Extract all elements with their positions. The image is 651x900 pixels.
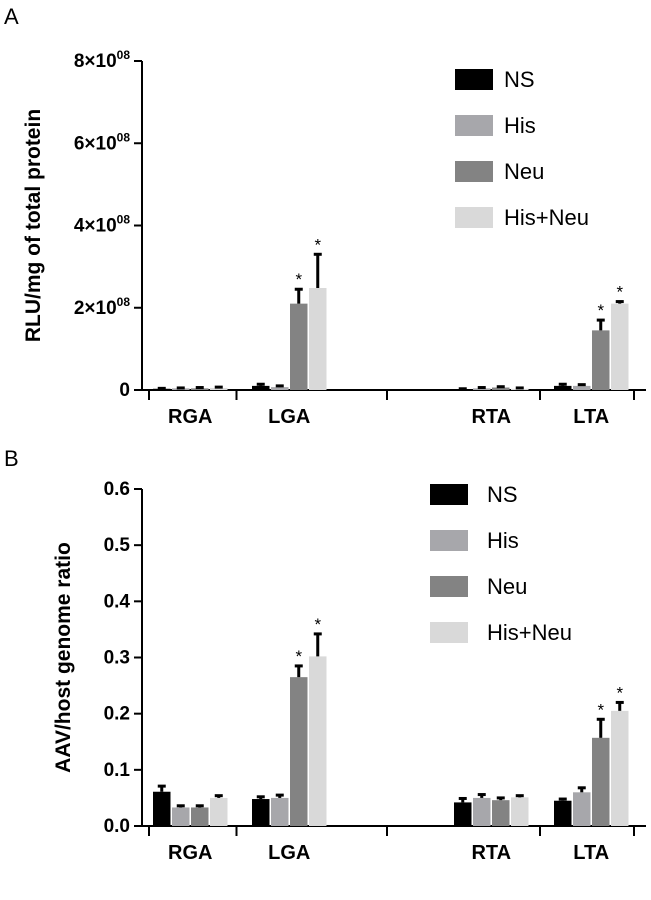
y-tick-label: 4×1008 xyxy=(74,213,130,237)
legend-label: His xyxy=(504,113,536,138)
significance-asterisk: * xyxy=(295,270,302,289)
legend-label: Neu xyxy=(504,159,544,184)
chart-b: 0.0 0.1 0.2 0.3 0.4 0.5 0.6 AAV/host genome rat… xyxy=(52,479,646,864)
significance-asterisk: * xyxy=(314,235,321,254)
bar xyxy=(309,656,327,826)
y-tick-label: 0.3 xyxy=(104,648,130,669)
bar xyxy=(210,387,228,390)
bar xyxy=(210,797,228,826)
bar xyxy=(573,792,591,826)
x-category-label: RGA xyxy=(168,842,212,864)
bar xyxy=(271,387,289,390)
bar xyxy=(511,797,529,826)
x-category-label: RTA xyxy=(471,406,511,428)
bar xyxy=(191,807,209,826)
bar xyxy=(473,388,491,390)
x-category-label: LTA xyxy=(573,406,609,428)
legend-swatch xyxy=(430,530,468,551)
y-tick-label: 0.5 xyxy=(104,535,131,556)
legend-label: His+Neu xyxy=(487,620,572,645)
legend-swatch xyxy=(430,622,468,643)
legend-label: His+Neu xyxy=(504,205,589,230)
y-tick-label: 0.2 xyxy=(104,704,130,725)
significance-asterisk: * xyxy=(295,647,302,666)
y-tick-label: 2×1008 xyxy=(74,295,130,319)
x-category-label: LGA xyxy=(268,406,310,428)
bar xyxy=(191,388,209,390)
y-tick-label: 0.6 xyxy=(104,479,130,500)
bar xyxy=(309,288,327,390)
bar xyxy=(473,797,491,826)
legend-label: His xyxy=(487,528,519,553)
significance-asterisk: * xyxy=(314,615,321,634)
legend-swatch xyxy=(455,161,493,182)
bar xyxy=(592,737,610,826)
legend-label: Neu xyxy=(487,574,527,599)
bar xyxy=(592,330,610,390)
x-category-label: LTA xyxy=(573,842,609,864)
x-category-label: RTA xyxy=(471,842,511,864)
bar xyxy=(252,385,270,390)
legend-swatch xyxy=(455,69,493,90)
bar xyxy=(611,710,629,826)
bar xyxy=(611,303,629,390)
y-axis-label: AAV/host genome ratio xyxy=(52,542,75,773)
bar xyxy=(252,799,270,826)
bar xyxy=(554,800,572,826)
legend-swatch xyxy=(430,576,468,597)
x-category-label: RGA xyxy=(168,406,212,428)
y-axis-label: RLU/mg of total protein xyxy=(22,109,45,342)
chart-a: 0 2×1008 4×1008 6×1008 8×1008 RLU/mg of total… xyxy=(22,48,646,428)
panel-a-letter: A xyxy=(4,4,19,29)
bar xyxy=(290,677,308,826)
legend-label: NS xyxy=(487,482,518,507)
bar xyxy=(290,303,308,390)
y-tick-label: 0 xyxy=(119,380,130,401)
legend-swatch xyxy=(455,115,493,136)
y-tick-label: 6×1008 xyxy=(74,130,130,154)
bar xyxy=(554,385,572,390)
significance-asterisk: * xyxy=(616,283,623,302)
bar xyxy=(153,791,171,826)
significance-asterisk: * xyxy=(597,301,604,320)
legend-swatch xyxy=(430,484,468,505)
significance-asterisk: * xyxy=(616,683,623,702)
y-tick-label: 0.1 xyxy=(104,760,131,781)
significance-asterisk: * xyxy=(597,700,604,719)
bar xyxy=(271,797,289,826)
bar xyxy=(454,802,472,826)
x-category-label: LGA xyxy=(268,842,310,864)
bar xyxy=(492,387,510,390)
legend-label: NS xyxy=(504,67,535,92)
legend-swatch xyxy=(455,207,493,228)
bar xyxy=(172,807,190,826)
y-tick-label: 0.4 xyxy=(104,591,131,612)
bar xyxy=(492,800,510,826)
bar xyxy=(573,385,591,390)
y-tick-label: 0.0 xyxy=(104,816,130,837)
panel-b-letter: B xyxy=(4,446,19,471)
y-tick-label: 8×1008 xyxy=(74,48,130,72)
